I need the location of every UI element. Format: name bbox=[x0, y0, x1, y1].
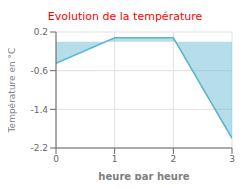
svg-text:-1.4: -1.4 bbox=[30, 105, 48, 115]
svg-text:0: 0 bbox=[53, 154, 59, 164]
svg-text:Température en °C: Température en °C bbox=[8, 48, 17, 134]
html-text:Evolution de la température: Evolution de la température bbox=[47, 10, 203, 23]
svg-text:-0.6: -0.6 bbox=[30, 66, 48, 76]
svg-text:-2.2: -2.2 bbox=[30, 143, 48, 153]
svg-text:heure par heure: heure par heure bbox=[98, 171, 189, 180]
svg-text:0.2: 0.2 bbox=[34, 27, 48, 37]
svg-text:2: 2 bbox=[170, 154, 176, 164]
svg-text:1: 1 bbox=[112, 154, 118, 164]
svg-text:3: 3 bbox=[229, 154, 235, 164]
